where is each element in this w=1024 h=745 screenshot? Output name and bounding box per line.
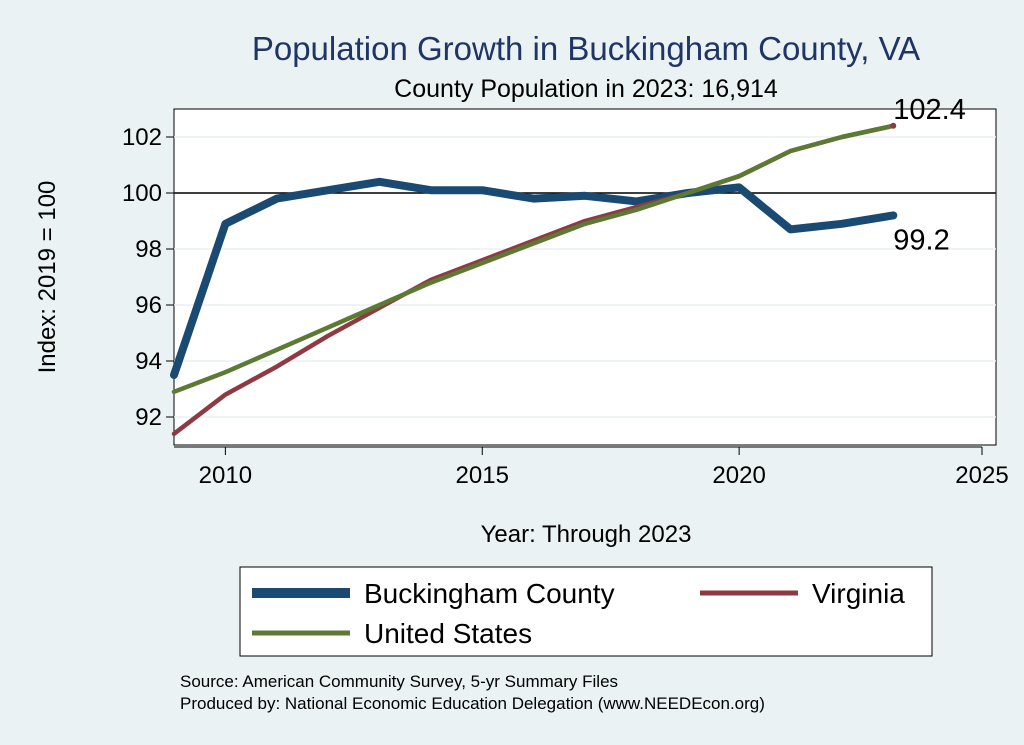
x-tick-label: 2015 — [456, 462, 509, 489]
x-tick-label: 2020 — [712, 462, 765, 489]
legend-label: Buckingham County — [364, 578, 615, 609]
legend: Buckingham County Virginia United States — [252, 578, 905, 649]
y-axis-title: Index: 2019 = 100 — [34, 181, 61, 374]
produced-by-line: Produced by: National Economic Education… — [180, 694, 765, 713]
series-line-buckingham-county — [170, 177, 898, 379]
x-tick-label: 2025 — [955, 462, 1008, 489]
end-label: 102.4 — [893, 94, 966, 126]
axes: 92 94 96 98 100 102 2010 2015 2020 2025 — [122, 124, 1009, 489]
x-axis-title: Year: Through 2023 — [481, 521, 692, 548]
series-line-united-states — [171, 123, 896, 395]
end-label: 99.2 — [893, 224, 949, 256]
x-tick-label: 2010 — [199, 462, 252, 489]
plot-area — [173, 108, 997, 446]
source-line: Source: American Community Survey, 5-yr … — [180, 672, 618, 691]
y-tick-label: 102 — [122, 124, 162, 151]
series-end-marker — [890, 122, 897, 129]
y-tick-label: 94 — [135, 348, 162, 375]
chart-subtitle: County Population in 2023: 16,914 — [394, 75, 778, 103]
legend-box — [239, 566, 933, 657]
chart-title: Population Growth in Buckingham County, … — [252, 30, 920, 67]
y-tick-label: 100 — [122, 180, 162, 207]
end-labels: 102.4 99.2 — [893, 94, 966, 257]
series-lines — [170, 122, 898, 437]
y-tick-label: 92 — [135, 404, 162, 431]
y-tick-label: 96 — [135, 292, 162, 319]
legend-label: Virginia — [812, 578, 905, 609]
y-tick-label: 98 — [135, 236, 162, 263]
legend-label: United States — [364, 618, 532, 649]
